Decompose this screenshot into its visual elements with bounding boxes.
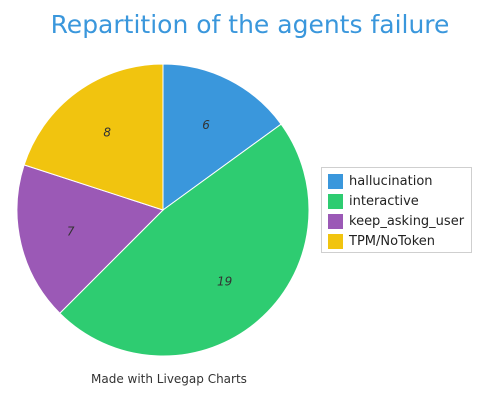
legend-item-interactive: interactive [328,192,419,210]
legend-label: TPM/NoToken [349,233,436,249]
legend-label: interactive [349,193,419,209]
pie-slice-interactive [59,123,310,357]
legend-swatch [328,233,343,249]
chart-legend: hallucination interactive keep_asking_us… [321,167,472,253]
pie-value-label: 7 [67,225,75,239]
legend-swatch [328,173,343,189]
pie-value-label: 6 [202,118,210,132]
chart-title: Repartition of the agents failure [50,10,450,39]
pie-value-label: 8 [103,126,111,140]
legend-swatch [328,213,343,229]
legend-item-tpm-notoken: TPM/NoToken [328,232,435,250]
pie-slice-hallucination [162,63,282,211]
pie-slice-keep-asking-user [16,164,164,314]
legend-item-hallucination: hallucination [328,172,433,190]
pie-slices [16,63,310,357]
pie-slice-tpm-notoken [23,63,164,211]
legend-label: keep_asking_user [349,213,465,229]
pie-value-labels: 6 19 7 8 [67,118,232,289]
legend-label: hallucination [349,173,433,189]
chart-credit: Made with Livegap Charts [91,372,247,386]
legend-swatch [328,193,343,209]
pie-value-label: 19 [217,275,232,289]
legend-item-keep-asking-user: keep_asking_user [328,212,464,230]
